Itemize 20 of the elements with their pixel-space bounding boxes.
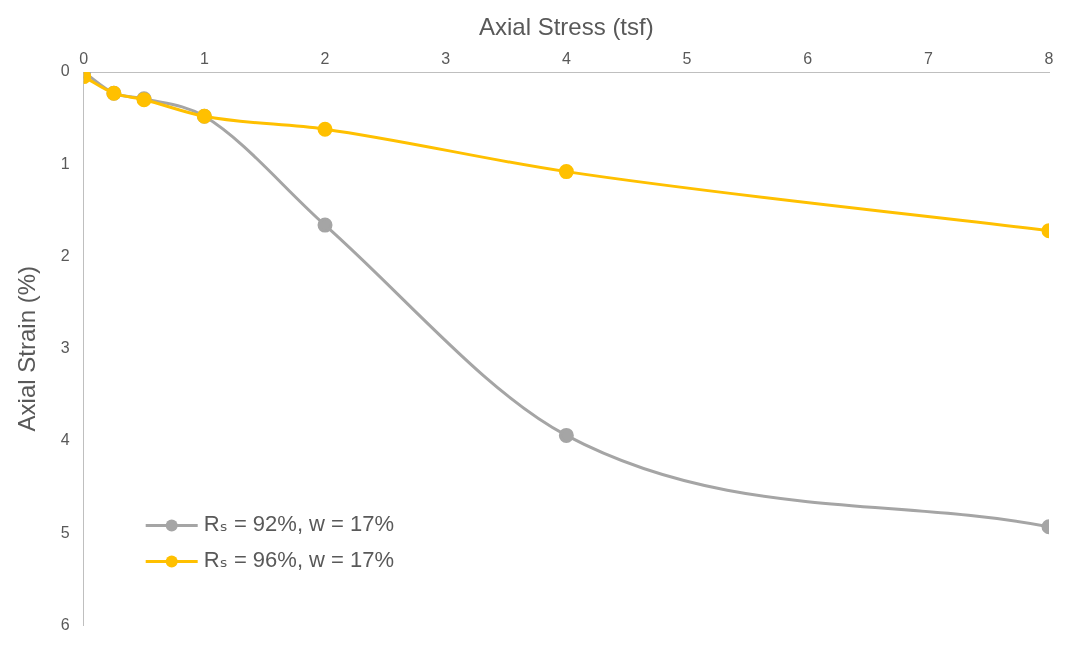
x-tick-label: 6 xyxy=(803,49,813,67)
x-tick-label: 8 xyxy=(1044,49,1054,67)
legend-label: Rₛ = 96%, w = 17% xyxy=(203,547,395,573)
y-tick-label: 4 xyxy=(60,431,70,449)
y-tick-label: 6 xyxy=(60,615,70,633)
y-tick-label: 3 xyxy=(60,339,70,357)
x-tick-label: 7 xyxy=(923,49,933,67)
y-tick-label: 0 xyxy=(60,62,70,80)
x-tick-label: 0 xyxy=(79,49,89,67)
y-tick-label: 2 xyxy=(60,246,70,264)
y-tick-label: 5 xyxy=(60,523,70,541)
x-tick-label: 4 xyxy=(561,49,571,67)
legend-label: Rₛ = 92%, w = 17% xyxy=(203,511,395,537)
x-tick-label: 1 xyxy=(199,49,209,67)
y-axis-title: Axial Strain (%) xyxy=(13,266,41,432)
x-tick-label: 2 xyxy=(320,49,330,67)
y-tick-label: 1 xyxy=(60,154,70,172)
x-axis-title: Axial Stress (tsf) xyxy=(479,13,654,41)
x-tick-label: 5 xyxy=(682,49,692,67)
x-tick-label: 3 xyxy=(441,49,451,67)
